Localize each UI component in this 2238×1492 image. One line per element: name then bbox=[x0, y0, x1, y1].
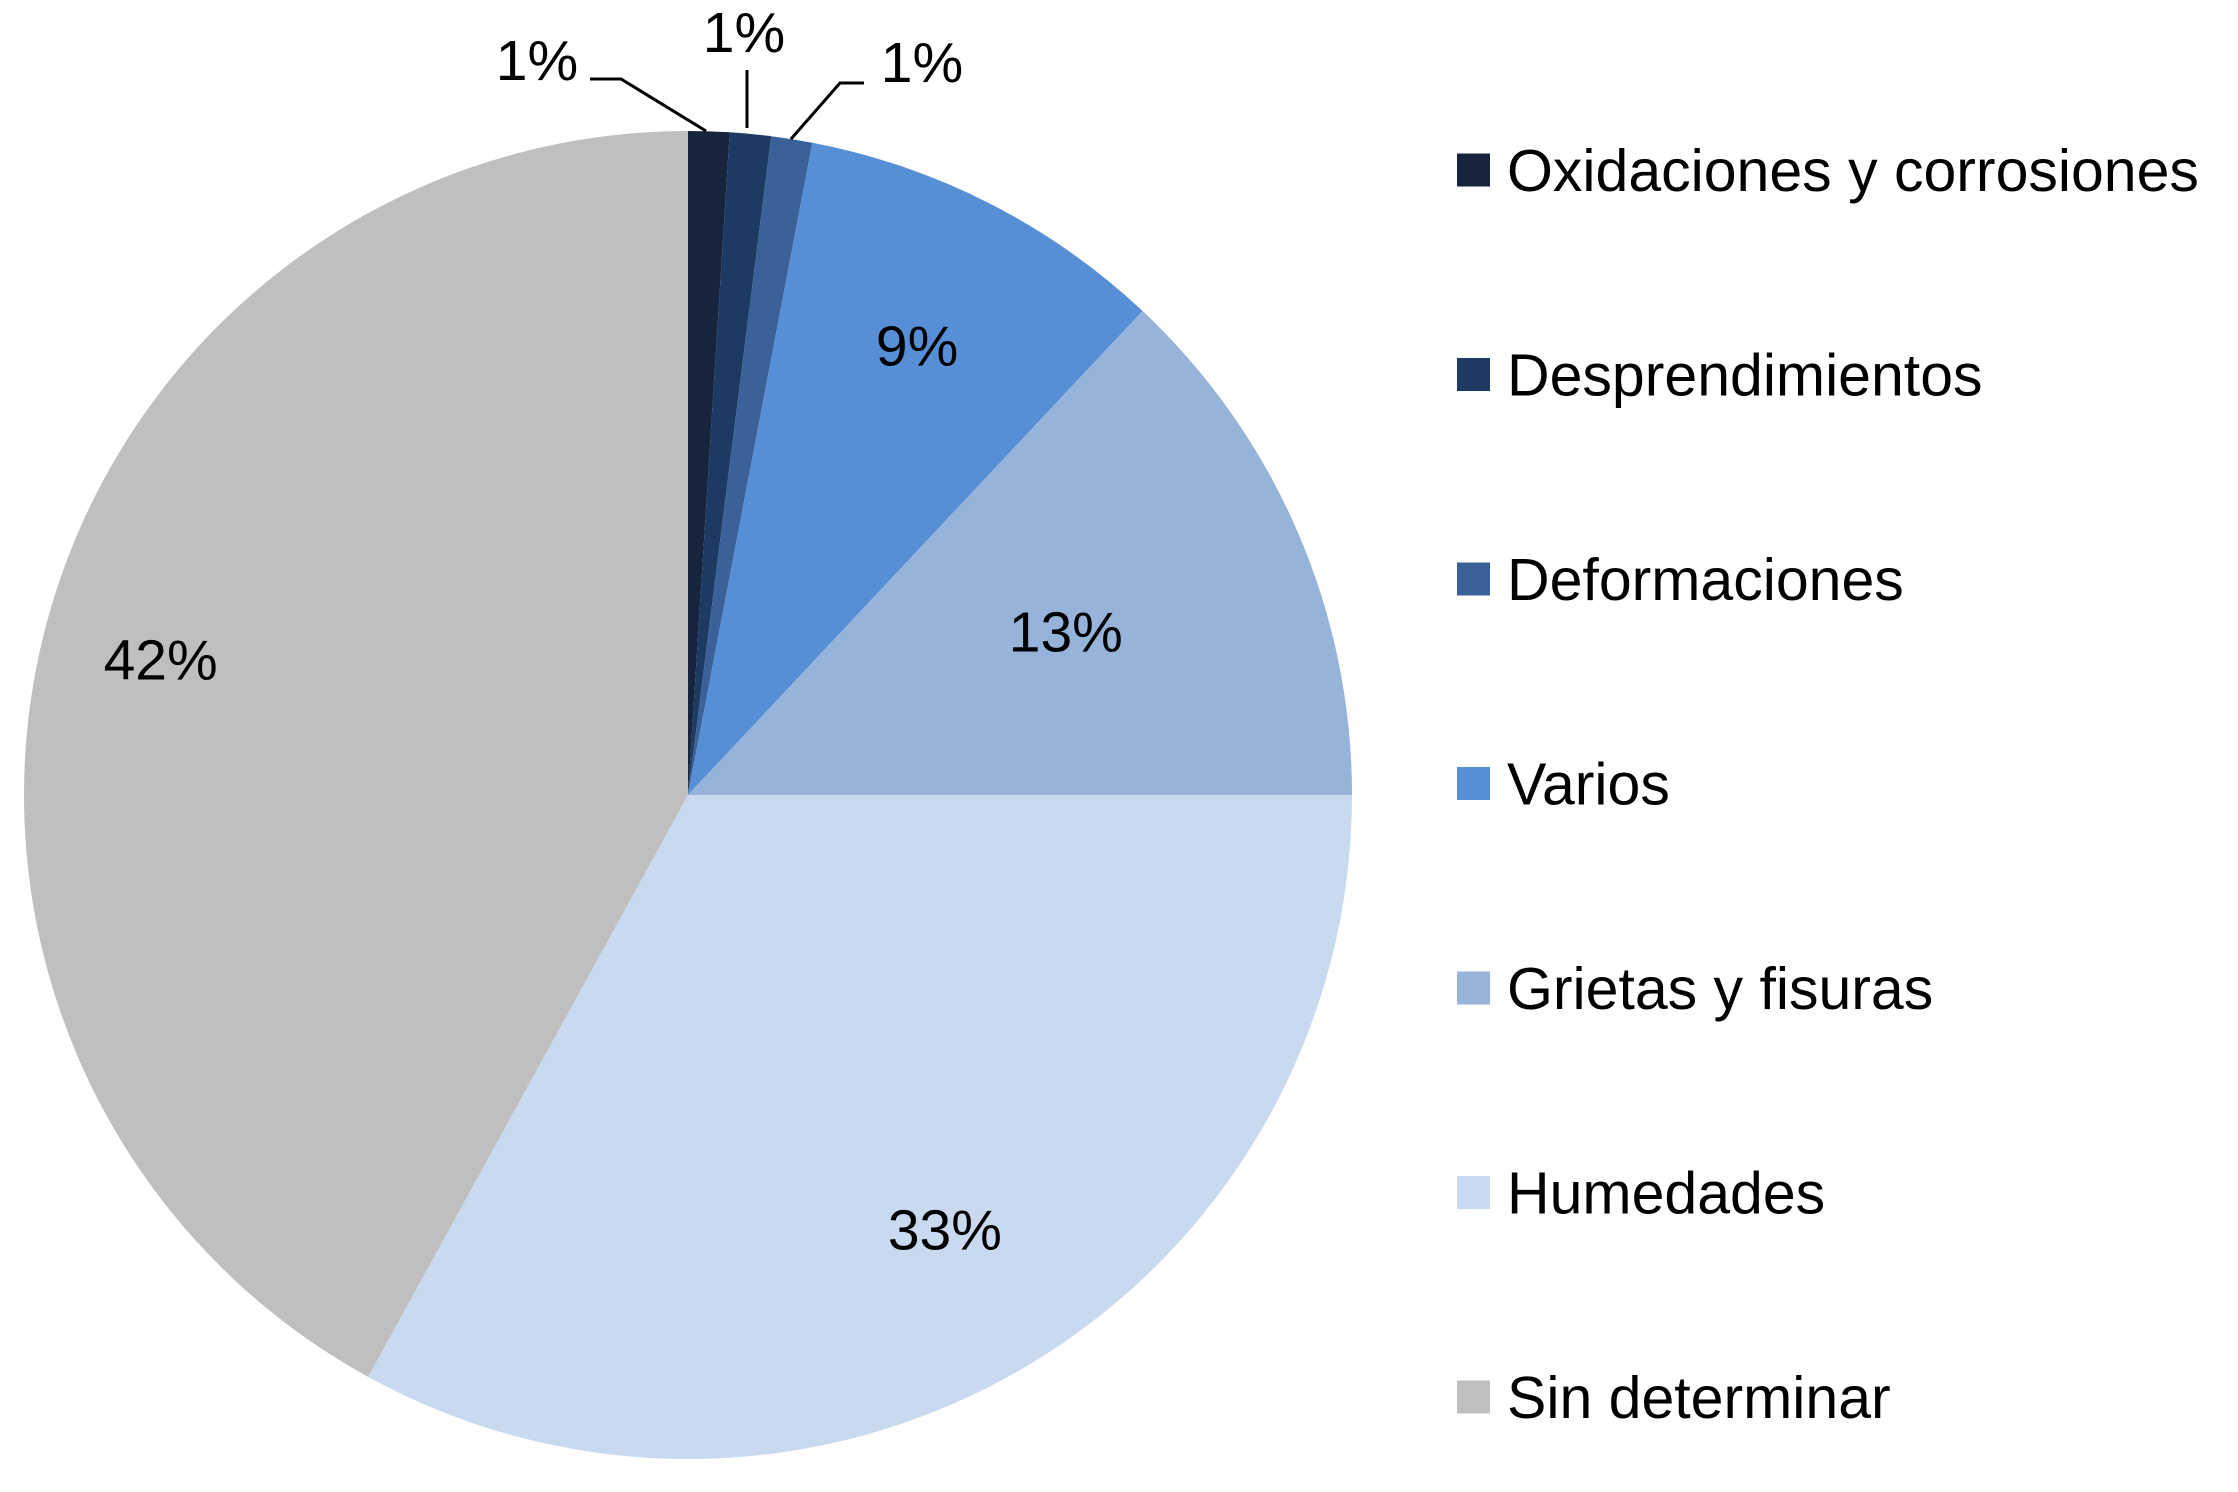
slice-value-label-deformaciones: 1% bbox=[881, 31, 963, 95]
pie-slice-humedades bbox=[368, 795, 1352, 1459]
pie-slice-desprendimientos bbox=[688, 132, 772, 796]
pie-slice-sin-determinar bbox=[24, 131, 688, 1377]
legend-label-desprendimientos: Desprendimientos bbox=[1507, 343, 1983, 409]
leader-line-oxidaciones-y-corrosiones bbox=[590, 77, 707, 133]
slice-value-label-humedades: 33% bbox=[888, 1198, 1002, 1262]
slice-value-label-grietas-y-fisuras: 13% bbox=[1009, 601, 1123, 665]
slice-value-label-sin-determinar: 42% bbox=[104, 629, 218, 693]
pie-slice-grietas-y-fisuras bbox=[688, 310, 1352, 795]
legend-label-sin-determinar: Sin determinar bbox=[1507, 1365, 1891, 1431]
pie-slice-deformaciones bbox=[688, 136, 813, 795]
leader-lines bbox=[590, 70, 864, 140]
pie-slice-oxidaciones-y-corrosiones bbox=[688, 131, 730, 795]
legend-label-oxidaciones-y-corrosiones: Oxidaciones y corrosiones bbox=[1507, 138, 2199, 204]
pie-slices bbox=[24, 131, 1352, 1459]
legend-swatch-grietas-y-fisuras bbox=[1457, 971, 1490, 1005]
legend-swatch-varios bbox=[1457, 767, 1490, 800]
legend-label-varios: Varios bbox=[1507, 752, 1670, 818]
leader-line-deformaciones bbox=[789, 81, 864, 140]
legend-swatch-sin-determinar bbox=[1457, 1380, 1490, 1414]
legend-swatch-deformaciones bbox=[1457, 562, 1490, 596]
legend-swatch-oxidaciones-y-corrosiones bbox=[1457, 153, 1490, 187]
legend-label-grietas-y-fisuras: Grietas y fisuras bbox=[1507, 956, 1933, 1022]
legend-swatch-desprendimientos bbox=[1457, 358, 1490, 391]
slice-value-label-desprendimientos: 1% bbox=[703, 1, 785, 65]
legend-label-deformaciones: Deformaciones bbox=[1507, 547, 1904, 613]
legend-swatch-humedades bbox=[1457, 1176, 1490, 1209]
legend: Oxidaciones y corrosiones Desprendimiento… bbox=[1457, 138, 2199, 1431]
slice-value-label-oxidaciones-y-corrosiones: 1% bbox=[496, 29, 578, 93]
pie-slice-varios bbox=[688, 142, 1143, 796]
slice-value-label-varios: 9% bbox=[876, 314, 958, 378]
legend-label-humedades: Humedades bbox=[1507, 1161, 1825, 1227]
slice-value-labels: 1% 1% 1% 9% 13% 33% 42% bbox=[104, 1, 1123, 1262]
